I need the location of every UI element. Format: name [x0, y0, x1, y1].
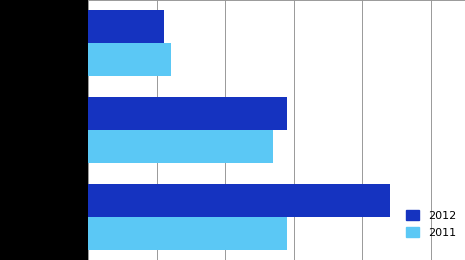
- Bar: [88, 217, 287, 250]
- Bar: [88, 130, 273, 163]
- Bar: [88, 97, 287, 130]
- Bar: [88, 10, 164, 43]
- Bar: [88, 43, 171, 76]
- Bar: [88, 184, 390, 217]
- Legend: 2012, 2011: 2012, 2011: [402, 206, 459, 242]
